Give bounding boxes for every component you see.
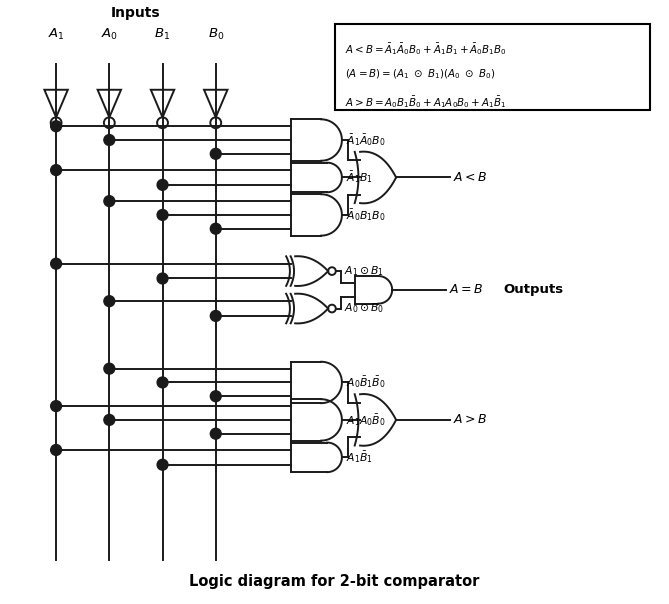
Circle shape — [51, 121, 62, 132]
Circle shape — [51, 445, 62, 455]
Text: $A < B$: $A < B$ — [454, 171, 488, 184]
Circle shape — [104, 135, 115, 146]
Text: $A_1$: $A_1$ — [47, 27, 64, 42]
Text: Outputs: Outputs — [504, 283, 564, 297]
Text: $(A = B) = (A_1\ \odot\ B_1)(A_0\ \odot\ B_0)$: $(A = B) = (A_1\ \odot\ B_1)(A_0\ \odot\… — [345, 68, 495, 81]
FancyBboxPatch shape — [335, 24, 650, 111]
Circle shape — [157, 377, 168, 388]
Circle shape — [51, 259, 62, 269]
Text: $\bar{A}_0 B_1 B_0$: $\bar{A}_0 B_1 B_0$ — [346, 207, 385, 223]
Circle shape — [157, 179, 168, 190]
Circle shape — [210, 391, 221, 402]
Circle shape — [210, 149, 221, 159]
Text: $A = B$: $A = B$ — [450, 283, 484, 297]
Text: $A_0 \odot B_0$: $A_0 \odot B_0$ — [344, 301, 384, 315]
Text: Inputs: Inputs — [111, 6, 161, 20]
Text: $\bar{A}_1 B_1$: $\bar{A}_1 B_1$ — [346, 170, 373, 185]
Text: $A_0$: $A_0$ — [101, 27, 118, 42]
Circle shape — [51, 165, 62, 176]
Circle shape — [210, 428, 221, 439]
Circle shape — [210, 310, 221, 321]
Circle shape — [104, 196, 115, 207]
Circle shape — [157, 273, 168, 284]
Circle shape — [210, 223, 221, 234]
Circle shape — [51, 400, 62, 411]
Circle shape — [157, 210, 168, 220]
Text: $B_0$: $B_0$ — [207, 27, 224, 42]
Text: $A > B$: $A > B$ — [454, 413, 488, 426]
Circle shape — [157, 459, 168, 470]
Text: $A_1 A_0\bar{B}_0$: $A_1 A_0\bar{B}_0$ — [346, 412, 385, 428]
Text: $A > B = A_0 B_1\bar{B}_0 + A_1 A_0 B_0 + A_1\bar{B}_1$: $A > B = A_0 B_1\bar{B}_0 + A_1 A_0 B_0 … — [345, 94, 506, 109]
Text: $A_1\bar{B}_1$: $A_1\bar{B}_1$ — [346, 449, 373, 465]
Text: $\bar{A}_1\bar{A}_0B_0$: $\bar{A}_1\bar{A}_0B_0$ — [346, 132, 385, 148]
Circle shape — [104, 296, 115, 307]
Text: $A < B = \bar{A}_1\bar{A}_0 B_0 + \bar{A}_1 B_1 + \bar{A}_0 B_1 B_0$: $A < B = \bar{A}_1\bar{A}_0 B_0 + \bar{A… — [345, 42, 506, 57]
Text: $A_0\bar{B}_1\bar{B}_0$: $A_0\bar{B}_1\bar{B}_0$ — [346, 374, 385, 390]
Text: $A_1 \odot B_1$: $A_1 \odot B_1$ — [344, 264, 384, 278]
Circle shape — [104, 363, 115, 374]
Text: $B_1$: $B_1$ — [155, 27, 171, 42]
Text: Logic diagram for 2-bit comparator: Logic diagram for 2-bit comparator — [189, 574, 480, 590]
Circle shape — [104, 414, 115, 425]
